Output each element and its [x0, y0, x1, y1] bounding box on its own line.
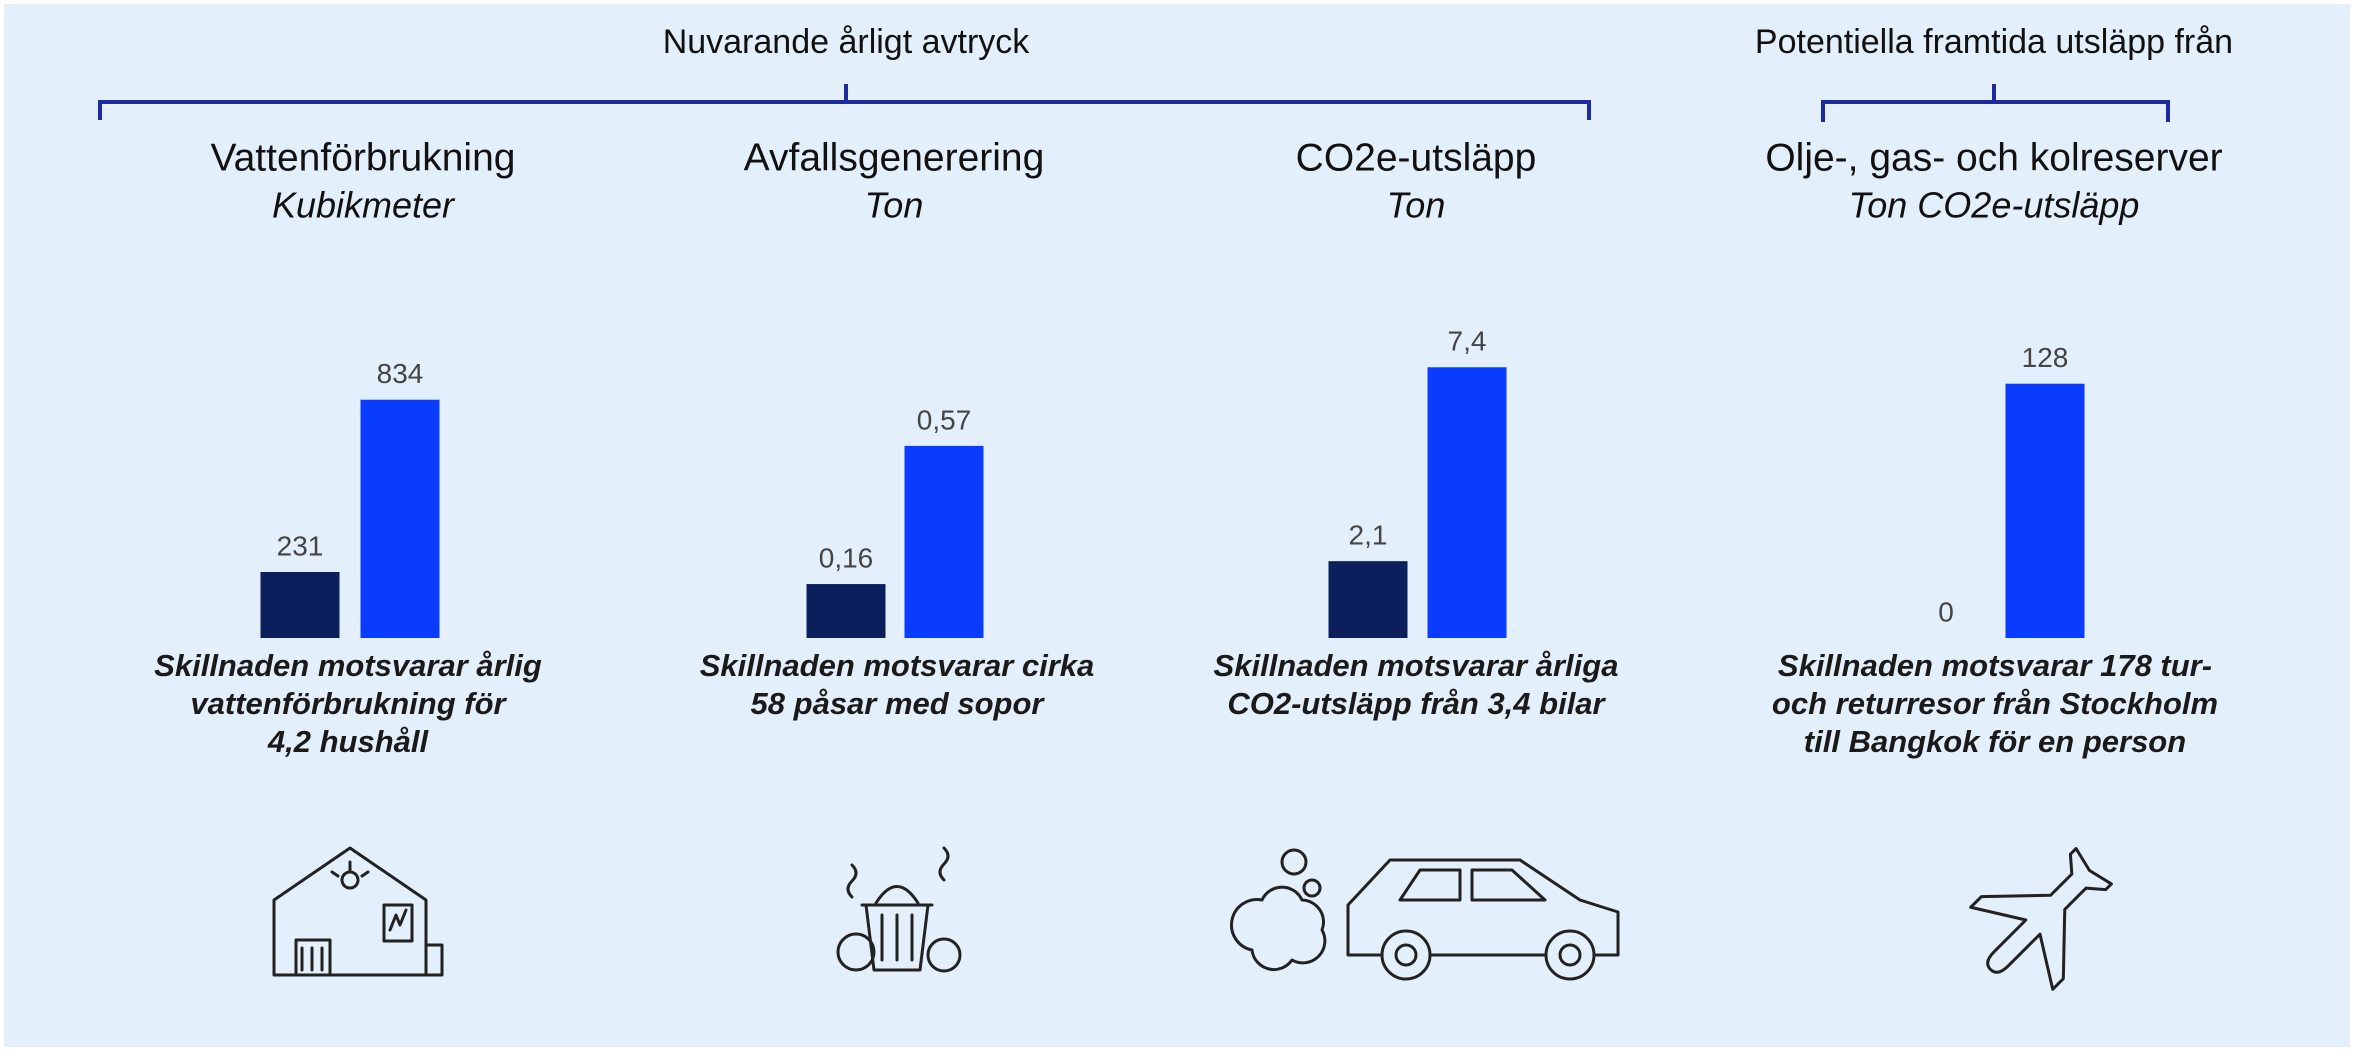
bar: [361, 400, 440, 638]
bar: [905, 446, 984, 638]
value-label: 0: [1938, 596, 1954, 627]
group-title: Potentiella framtida utsläpp från: [1755, 23, 2233, 61]
value-label: 128: [2022, 342, 2069, 373]
value-label: 0,57: [917, 404, 972, 435]
value-label: 7,4: [1448, 326, 1487, 357]
bar: [807, 584, 886, 638]
chart-title: CO2e-utsläpp: [1296, 136, 1537, 179]
annotation: 4,2 hushåll: [267, 724, 430, 759]
bar: [2006, 384, 2085, 638]
chart-title: Olje-, gas- och kolreserver: [1765, 136, 2222, 179]
annotation: CO2-utsläpp från 3,4 bilar: [1227, 686, 1606, 721]
annotation: Skillnaden motsvarar 178 tur-: [1778, 648, 2212, 683]
value-label: 2,1: [1349, 520, 1388, 551]
bar: [261, 572, 340, 638]
chart-title: Vattenförbrukning: [211, 136, 516, 179]
chart-subtitle: Ton: [865, 185, 924, 226]
annotation: Skillnaden motsvarar cirka: [700, 648, 1095, 683]
annotation: till Bangkok för en person: [1804, 724, 2186, 759]
chart-title: Avfallsgenerering: [744, 136, 1045, 179]
value-label: 231: [277, 530, 324, 561]
annotation: Skillnaden motsvarar årlig: [154, 648, 542, 683]
group-title: Nuvarande årligt avtryck: [663, 23, 1031, 61]
chart-subtitle: Kubikmeter: [272, 185, 456, 226]
annotation: 58 påsar med sopor: [751, 686, 1046, 721]
value-label: 0,16: [819, 542, 874, 573]
chart-subtitle: Ton CO2e-utsläpp: [1849, 185, 2140, 226]
annotation: Skillnaden motsvarar årliga: [1214, 648, 1619, 683]
infographic: Nuvarande årligt avtryck Potentiella fra…: [0, 0, 2354, 1051]
value-label: 834: [377, 358, 424, 389]
chart-subtitle: Ton: [1387, 185, 1446, 226]
bar: [1329, 561, 1408, 638]
bar: [1428, 367, 1507, 638]
annotation: och returresor från Stockholm: [1772, 686, 2218, 721]
annotation: vattenförbrukning för: [190, 686, 507, 721]
